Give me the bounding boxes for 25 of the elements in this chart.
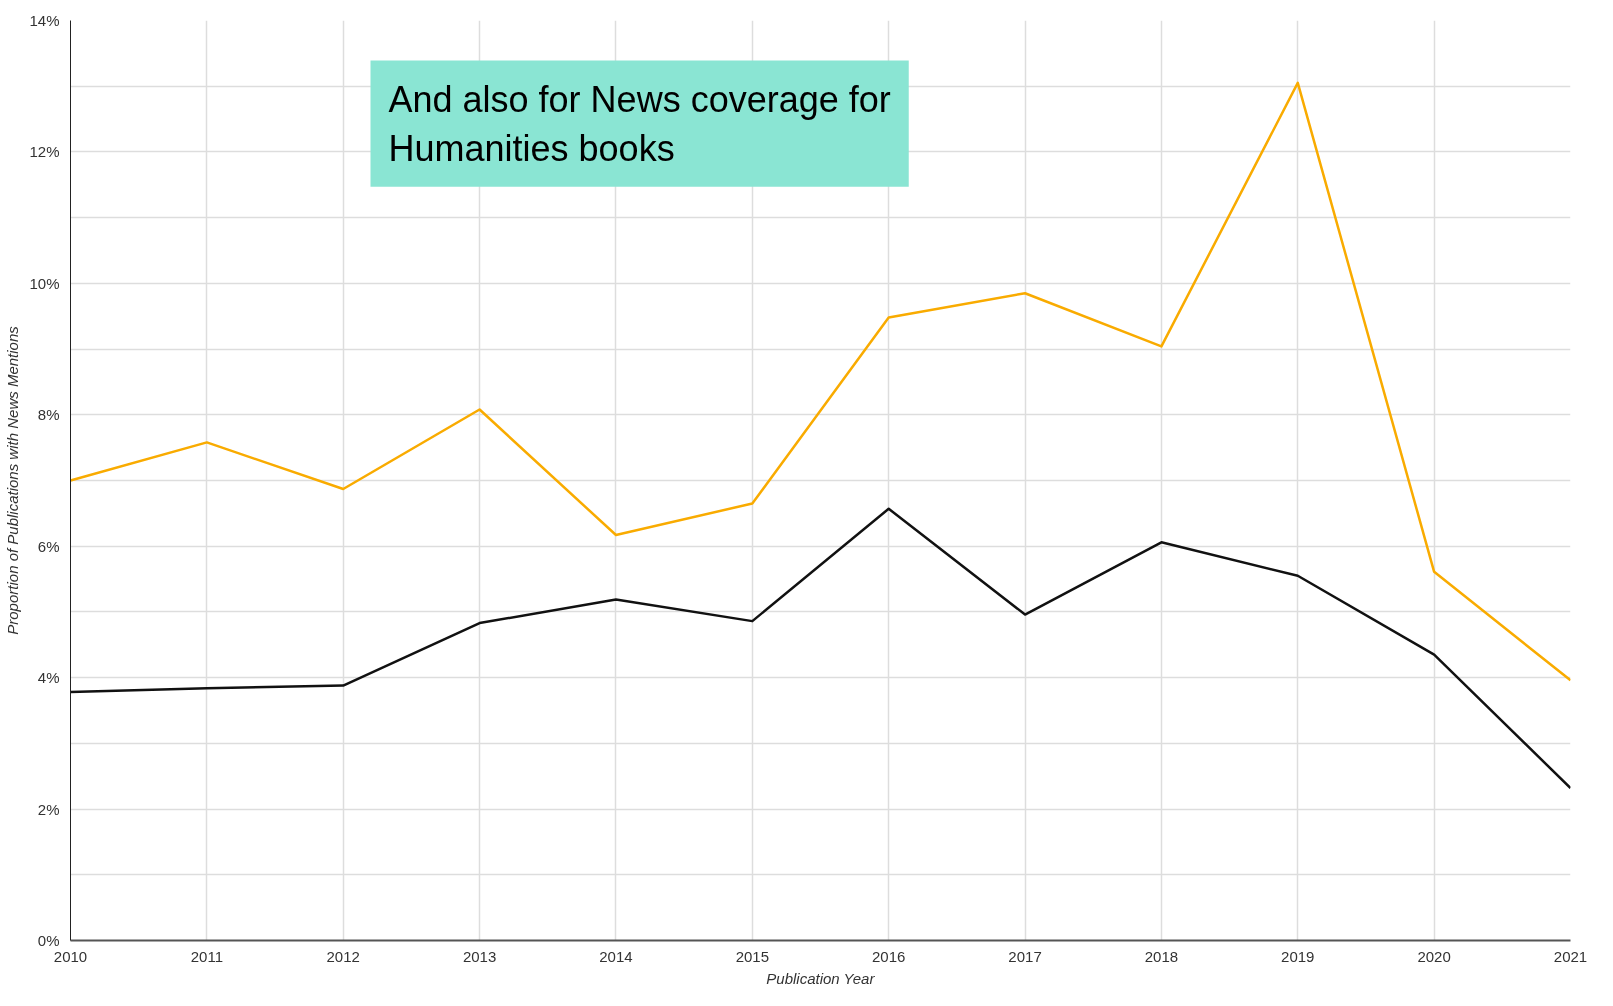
y-tick-label: 8% [37, 406, 60, 424]
x-tick-label: 2015 [735, 947, 770, 965]
line-series [70, 507, 1571, 790]
y-tick-label: 2% [37, 800, 60, 818]
x-tick-label: 2020 [1417, 947, 1451, 965]
x-tick-label: 2019 [1281, 947, 1315, 965]
x-tick-label: 2018 [1144, 947, 1179, 965]
y-tick-label: 6% [37, 537, 60, 555]
x-tick-label: 2016 [872, 947, 906, 965]
x-axis-title: Publication Year [766, 969, 876, 987]
line-series [70, 81, 1571, 682]
annotation: And also for News coverage for Humanities books [388, 78, 891, 169]
x-tick-label: 2013 [462, 947, 497, 965]
y-tick-label: 12% [29, 143, 60, 161]
y-tick-label: 14% [29, 12, 60, 29]
x-tick-label: 2021 [1553, 947, 1588, 965]
x-tick-label: 2014 [599, 947, 633, 965]
x-tick-label: 2011 [190, 947, 223, 965]
x-tick-label: 2012 [326, 947, 360, 965]
y-tick-label: 10% [29, 274, 60, 292]
y-tick-label: 0% [37, 932, 60, 949]
x-tick-label: 2017 [1008, 947, 1042, 965]
y-axis-title: Proportion of Publications with News Mentions [4, 325, 22, 635]
y-tick-label: 4% [37, 669, 60, 687]
x-tick-label: 2010 [53, 947, 88, 965]
